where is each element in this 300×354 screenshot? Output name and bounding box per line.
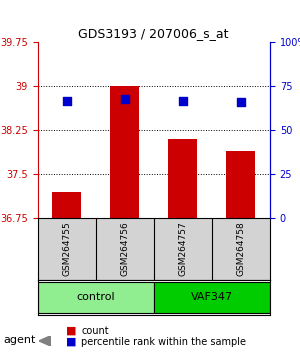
Bar: [168, 139, 197, 218]
Text: agent: agent: [3, 335, 35, 345]
Text: control: control: [76, 292, 115, 302]
Text: ■: ■: [66, 337, 76, 347]
FancyBboxPatch shape: [38, 282, 154, 313]
Point: [180, 98, 185, 103]
Text: percentile rank within the sample: percentile rank within the sample: [81, 337, 246, 347]
Text: count: count: [81, 326, 109, 336]
Point: [238, 99, 243, 105]
Text: GSM264755: GSM264755: [62, 222, 71, 276]
Bar: [226, 151, 256, 218]
Text: GSM264757: GSM264757: [178, 222, 187, 276]
Point: [122, 96, 127, 102]
Polygon shape: [39, 336, 51, 346]
Text: GSM264758: GSM264758: [236, 222, 245, 276]
Text: VAF347: VAF347: [191, 292, 233, 302]
Bar: [52, 192, 81, 218]
Bar: [110, 86, 139, 218]
Point: [64, 98, 69, 103]
Title: GDS3193 / 207006_s_at: GDS3193 / 207006_s_at: [79, 27, 229, 40]
Text: GSM264756: GSM264756: [120, 222, 129, 276]
FancyBboxPatch shape: [154, 282, 270, 313]
Text: ■: ■: [66, 326, 76, 336]
